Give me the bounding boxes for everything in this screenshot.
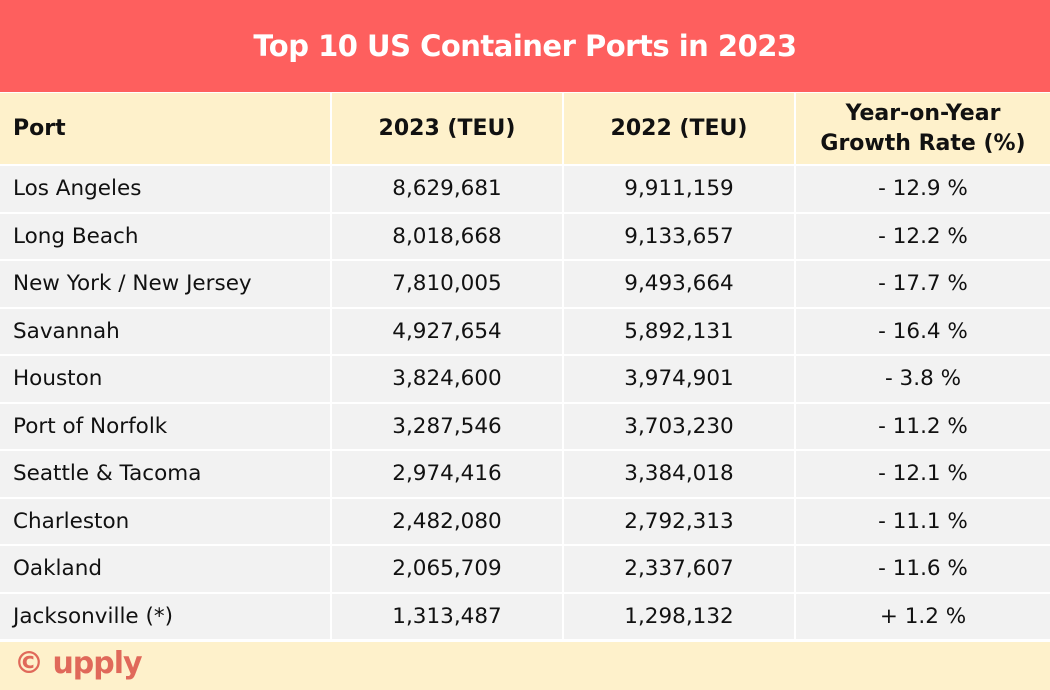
cell-growth: - 17.7 % <box>796 261 1050 307</box>
upply-logo: © upply <box>14 646 143 681</box>
cell-2022: 9,133,657 <box>564 213 794 259</box>
cell-2023: 3,824,600 <box>332 356 562 402</box>
table-row: Seattle & Tacoma 2,974,416 3,384,018- 12.1… <box>0 451 1050 497</box>
cell-2022: 3,974,901 <box>564 356 794 402</box>
cell-growth: - 11.2 % <box>796 403 1050 449</box>
header-port: Port <box>0 93 330 164</box>
cell-port: Port of Norfolk <box>0 403 330 449</box>
cell-2023: 7,810,005 <box>332 261 562 307</box>
cell-port: Oakland <box>0 546 330 592</box>
cell-growth: - 11.6 % <box>796 546 1050 592</box>
cell-2023: 4,927,654 <box>332 308 562 354</box>
cell-2023: 3,287,546 <box>332 403 562 449</box>
table-row: New York / New Jersey 7,810,005 9,493,664-… <box>0 261 1050 307</box>
cell-port: Los Angeles <box>0 166 330 212</box>
cell-port: Charleston <box>0 498 330 544</box>
cell-2022: 2,337,607 <box>564 546 794 592</box>
cell-2022: 3,384,018 <box>564 451 794 497</box>
cell-growth: - 12.1 % <box>796 451 1050 497</box>
header-growth-label: Year-on-Year Growth Rate (%) <box>820 100 1026 156</box>
cell-port: Seattle & Tacoma <box>0 451 330 497</box>
table-row: Savannah 4,927,654 5,892,131- 16.4 % <box>0 308 1050 354</box>
header-growth: Year-on-Year Growth Rate (%) <box>796 93 1050 164</box>
cell-2022: 1,298,132 <box>564 593 794 639</box>
cell-growth: - 12.2 % <box>796 213 1050 259</box>
header-2022: 2022 (TEU) <box>564 93 794 164</box>
cell-growth: - 12.9 % <box>796 166 1050 212</box>
cell-2022: 9,911,159 <box>564 166 794 212</box>
cell-growth: - 11.1 % <box>796 498 1050 544</box>
cell-2023: 1,313,487 <box>332 593 562 639</box>
table-row: Long Beach 8,018,668 9,133,657- 12.2 % <box>0 213 1050 259</box>
cell-2023: 2,482,080 <box>332 498 562 544</box>
cell-port: Long Beach <box>0 213 330 259</box>
table-row: Charleston 2,482,080 2,792,313- 11.1 % <box>0 498 1050 544</box>
table-title: Top 10 US Container Ports in 2023 <box>0 0 1050 92</box>
cell-2022: 5,892,131 <box>564 308 794 354</box>
table-row: Los Angeles 8,629,681 9,911,159- 12.9 % <box>0 166 1050 212</box>
cell-2022: 3,703,230 <box>564 403 794 449</box>
table-row: Jacksonville (*) 1,313,487 1,298,132 + 1.2 … <box>0 593 1050 639</box>
cell-port: Houston <box>0 356 330 402</box>
ports-table: Port 2023 (TEU) 2022 (TEU) Year-on-Year … <box>0 91 1050 641</box>
cell-growth: + 1.2 % <box>796 593 1050 639</box>
cell-growth: - 16.4 % <box>796 308 1050 354</box>
cell-2022: 9,493,664 <box>564 261 794 307</box>
cell-2023: 2,974,416 <box>332 451 562 497</box>
cell-2022: 2,792,313 <box>564 498 794 544</box>
table-row: Port of Norfolk 3,287,546 3,703,230- 11.2 … <box>0 403 1050 449</box>
cell-2023: 2,065,709 <box>332 546 562 592</box>
footer: © upply <box>0 642 1050 690</box>
cell-port: Jacksonville (*) <box>0 593 330 639</box>
cell-2023: 8,629,681 <box>332 166 562 212</box>
cell-2023: 8,018,668 <box>332 213 562 259</box>
cell-port: New York / New Jersey <box>0 261 330 307</box>
header-2023: 2023 (TEU) <box>332 93 562 164</box>
cell-growth: - 3.8 % <box>796 356 1050 402</box>
table-row: Oakland 2,065,709 2,337,607- 11.6 % <box>0 546 1050 592</box>
table-row: Houston 3,824,600 3,974,901- 3.8 % <box>0 356 1050 402</box>
cell-port: Savannah <box>0 308 330 354</box>
header-row: Port 2023 (TEU) 2022 (TEU) Year-on-Year … <box>0 93 1050 164</box>
